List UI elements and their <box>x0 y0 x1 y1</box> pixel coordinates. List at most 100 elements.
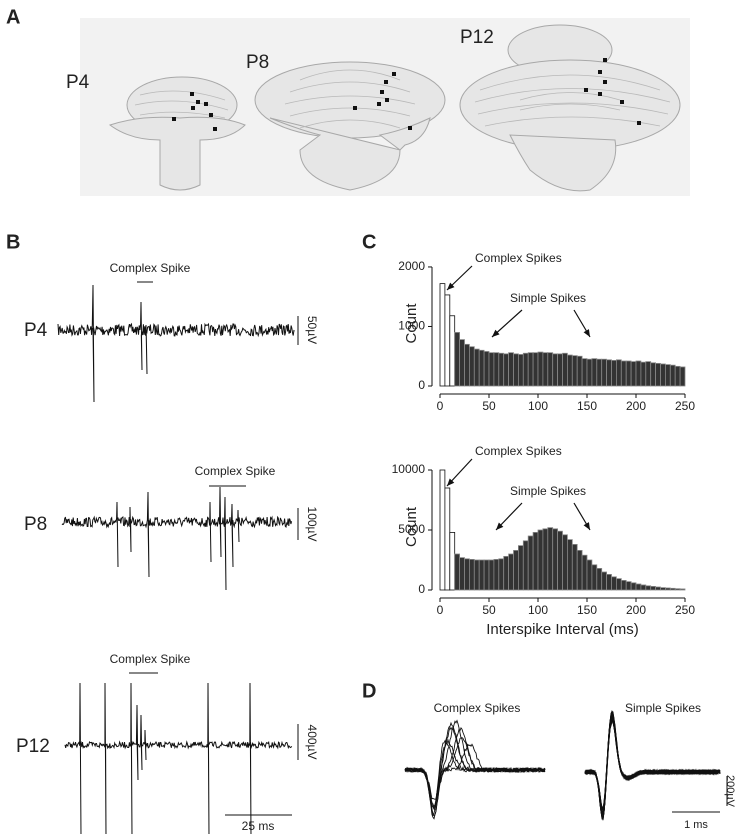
brain-sections <box>80 18 690 196</box>
histogram-bar <box>581 358 588 387</box>
histogram-bar <box>537 351 544 387</box>
histogram-bar <box>547 527 554 591</box>
histogram-bar <box>596 568 603 591</box>
histogram-bar <box>571 355 578 387</box>
waveform <box>404 726 546 800</box>
annotation: Simple Spikes <box>510 291 586 305</box>
histogram-bar <box>665 587 671 591</box>
voltage-trace <box>61 486 293 591</box>
waveform <box>584 720 721 820</box>
histogram-bar <box>596 358 603 387</box>
histogram-bar <box>542 528 549 591</box>
section-p8 <box>254 61 446 191</box>
histogram-bar <box>464 343 470 387</box>
histogram-bar <box>581 554 588 591</box>
trace-annotation: Complex Spike <box>110 261 191 275</box>
histogram-bar <box>508 553 514 591</box>
waveform <box>584 711 721 821</box>
histogram-bar <box>601 358 608 387</box>
histogram-bar <box>468 559 475 591</box>
x-tick-label: 150 <box>577 399 597 413</box>
arrow-head <box>496 522 504 530</box>
histogram-bar <box>679 588 686 591</box>
histogram-bar <box>552 528 559 591</box>
x-tick-label: 250 <box>675 603 695 617</box>
histogram-bar <box>635 583 642 591</box>
histogram-bar <box>679 366 686 387</box>
histogram-bar <box>601 571 608 591</box>
histogram-bar <box>449 315 456 387</box>
histogram-bar <box>459 339 465 387</box>
histogram-bar <box>449 532 456 591</box>
histogram-bar <box>625 360 632 387</box>
histogram-bar <box>557 530 563 591</box>
scale-label: 1 ms <box>684 819 708 831</box>
scale-label: 400µV <box>305 725 319 760</box>
histogram-bar <box>640 584 647 591</box>
histogram-bar <box>518 354 524 387</box>
histogram-bar <box>483 559 490 591</box>
x-tick-label: 100 <box>528 603 548 617</box>
y-tick-label: 0 <box>418 378 425 392</box>
section-label: P12 <box>460 27 494 48</box>
arrow-head <box>447 282 455 290</box>
y-axis-label: Count <box>403 506 420 547</box>
histogram-bar <box>655 362 661 387</box>
x-tick-label: 0 <box>437 399 444 413</box>
histogram-bar <box>522 540 529 591</box>
histogram-bar <box>493 352 500 387</box>
histogram-bar <box>542 352 549 387</box>
histogram-bar <box>454 553 461 591</box>
histogram-bar <box>513 550 519 591</box>
histogram-bar <box>616 359 622 387</box>
panel-label: D <box>362 680 376 702</box>
histogram-bar <box>606 574 612 591</box>
scale-label: 50µV <box>305 316 319 344</box>
trace-label: P8 <box>24 514 47 535</box>
histogram-bar <box>473 348 480 387</box>
histogram-bar <box>606 359 612 387</box>
histogram-bar <box>674 588 681 591</box>
histogram-bar <box>473 559 480 591</box>
x-tick-label: 50 <box>482 399 496 413</box>
histogram-bar <box>459 557 465 591</box>
voltage-trace <box>64 682 293 834</box>
y-tick-label: 2000 <box>398 259 425 273</box>
histogram-bar <box>576 355 583 387</box>
histogram-bar <box>493 559 500 591</box>
panel-label: C <box>362 231 376 253</box>
section-label: P4 <box>66 72 90 93</box>
trace-label: P12 <box>16 736 50 757</box>
trace-label: P4 <box>24 320 48 341</box>
histogram-bar <box>567 354 573 387</box>
histogram-bar <box>537 529 544 591</box>
panel-label: A <box>6 6 20 28</box>
arrow-head <box>583 329 590 337</box>
section-label: P8 <box>246 52 269 73</box>
histogram-bar <box>532 352 539 387</box>
histogram-bar <box>660 363 666 387</box>
histogram-bar <box>488 352 495 387</box>
arrow-head <box>583 522 590 530</box>
x-tick-label: 0 <box>437 603 444 617</box>
histogram-bar <box>562 352 568 387</box>
x-tick-label: 50 <box>482 603 496 617</box>
waveform <box>404 721 546 809</box>
x-tick-label: 200 <box>626 603 646 617</box>
histogram-bar <box>503 556 510 591</box>
histogram-bar <box>547 352 554 387</box>
histogram-bar <box>562 534 568 591</box>
histogram-bar <box>508 352 514 387</box>
histogram-bar <box>527 352 534 387</box>
y-tick-label: 10000 <box>392 462 426 476</box>
histogram-bar <box>630 361 637 387</box>
annotation: Complex Spikes <box>475 251 562 265</box>
scale-label: 25 ms <box>242 819 275 833</box>
x-tick-label: 200 <box>626 399 646 413</box>
histogram-bar <box>513 353 519 387</box>
histogram-bar <box>586 559 593 591</box>
histogram-bar <box>640 361 647 387</box>
histogram-bar <box>591 358 598 387</box>
x-tick-label: 150 <box>577 603 597 617</box>
x-tick-label: 100 <box>528 399 548 413</box>
